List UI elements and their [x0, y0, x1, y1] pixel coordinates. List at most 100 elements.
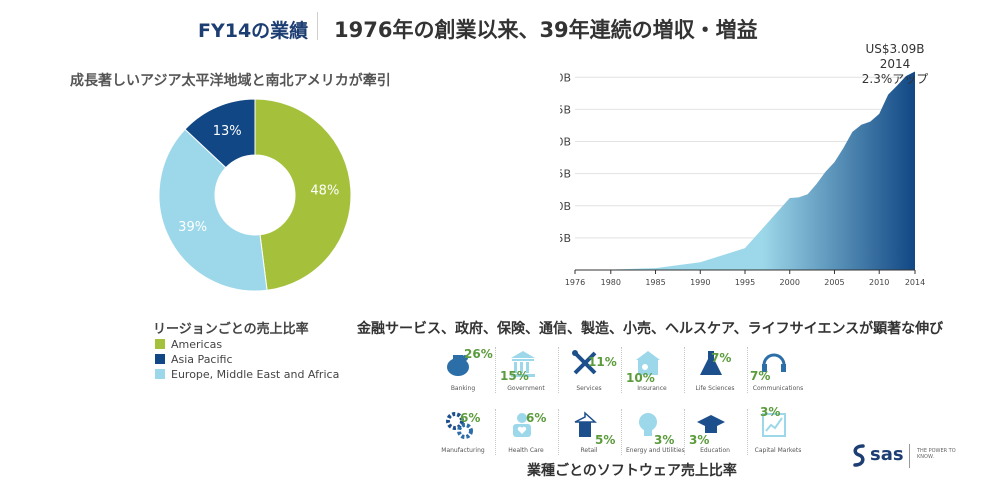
- industry-label: Retail: [580, 447, 598, 454]
- peak-year: 2014: [879, 57, 911, 71]
- gears-icon: [446, 412, 473, 439]
- x-tick-label: 2010: [869, 278, 889, 287]
- industry-pct: 5%: [595, 433, 616, 447]
- industry-pct: 26%: [464, 347, 493, 361]
- health-person-icon: [513, 413, 531, 437]
- legend-swatch: [155, 369, 165, 379]
- industry-tile-capital-markets: 3% Capital Markets: [752, 405, 830, 457]
- y-tick-label: $2.5B: [560, 103, 571, 116]
- industry-pct: 11%: [588, 355, 617, 369]
- fy-label: FY14の業績: [198, 20, 309, 42]
- industry-pct: 6%: [460, 411, 481, 425]
- legend-label: Europe, Middle East and Africa: [171, 368, 340, 381]
- industry-pct: 3%: [654, 433, 675, 447]
- legend-swatch: [155, 339, 165, 349]
- headset-icon: [762, 353, 786, 372]
- industry-label: Services: [576, 385, 602, 392]
- tile-divider: [495, 409, 497, 455]
- x-tick-label: 2014: [905, 278, 925, 287]
- pie-slice-label: 48%: [310, 184, 339, 199]
- tile-divider: [495, 347, 497, 393]
- logo-wordmark: sas: [870, 444, 904, 465]
- bank-piggy-icon: [447, 355, 469, 376]
- x-tick-label: 1980: [601, 278, 621, 287]
- pie-slice-label: 13%: [213, 124, 242, 139]
- industry-tile-banking: 26% Banking: [437, 345, 515, 395]
- insurance-house-icon: [636, 351, 660, 375]
- industry-tile-services: 11% Services: [563, 345, 641, 395]
- industry-pct: 15%: [500, 369, 529, 383]
- peak-annotation: US$3.09B 2014 2.3%アップ: [840, 42, 950, 87]
- legend-label: Americas: [171, 338, 223, 351]
- market-chart-icon: [762, 413, 786, 437]
- legend-item-asia-pacific: Asia Pacific: [155, 353, 233, 366]
- industry-tile-energy-and-utilities: 3% Energy and Utilities: [626, 407, 704, 457]
- industry-label: Life Sciences: [695, 385, 735, 392]
- peak-growth: 2.3%アップ: [861, 72, 929, 86]
- tile-divider: [684, 409, 686, 455]
- tile-divider: [558, 409, 560, 455]
- industry-footer: 業種ごとのソフトウェア売上比率: [527, 463, 737, 479]
- revenue-area-chart: $0.5B $1.0B $1.5B $2.0B $2.5B $3.0B 1976 1980 19…: [560, 71, 925, 287]
- y-tick-label: $1.0B: [560, 200, 571, 213]
- industry-label: Insurance: [637, 385, 667, 392]
- industry-tile-government: 15% Government: [500, 345, 578, 395]
- legend-title: リージョンごとの売上比率: [153, 322, 309, 337]
- page-title: 1976年の創業以来、39年連続の増収・増益: [334, 18, 758, 42]
- industry-label: Manufacturing: [441, 447, 485, 454]
- revenue-area: [575, 71, 915, 270]
- pie-slice-2: [184, 98, 256, 169]
- flask-icon: [700, 351, 722, 375]
- pie-slice-0: [254, 98, 352, 291]
- region-donut-chart: 48% 39% 13%: [158, 98, 352, 292]
- industry-tile-health-care: 6% Health Care: [500, 407, 578, 457]
- industry-pct: 7%: [750, 369, 771, 383]
- industry-pct: 3%: [760, 405, 781, 419]
- industry-label: Communications: [752, 385, 804, 392]
- tile-divider: [621, 347, 623, 393]
- pie-slice-label: 39%: [178, 220, 207, 235]
- y-tick-label: $2.0B: [560, 136, 571, 149]
- tile-divider: [621, 409, 623, 455]
- logo-tagline: THE POWER TO KNOW.: [917, 448, 956, 460]
- graduation-cap-icon: [697, 415, 725, 433]
- header-divider: [317, 12, 318, 40]
- industry-label: Energy and Utilities: [626, 447, 685, 454]
- tools-icon: [572, 350, 597, 375]
- x-tick-label: 1985: [645, 278, 665, 287]
- x-tick-label: 1976: [565, 278, 585, 287]
- industry-label: Government: [507, 385, 545, 392]
- industry-tile-manufacturing: 6% Manufacturing: [437, 407, 515, 457]
- x-tick-label: 2000: [780, 278, 800, 287]
- x-tick-label: 1995: [735, 278, 755, 287]
- legend-swatch: [155, 354, 165, 364]
- y-tick-label: $0.5B: [560, 232, 571, 245]
- industry-label: Education: [700, 447, 730, 454]
- x-tick-label: 1990: [690, 278, 710, 287]
- industry-label: Capital Markets: [754, 447, 802, 454]
- industry-tile-life-sciences: 7% Life Sciences: [689, 345, 767, 395]
- x-tick-label: 2005: [824, 278, 844, 287]
- y-tick-label: $3.0B: [560, 71, 571, 84]
- tile-divider: [684, 347, 686, 393]
- industry-pct: 10%: [626, 371, 655, 385]
- legend-item-emea: Europe, Middle East and Africa: [155, 368, 339, 381]
- tile-divider: [747, 347, 749, 393]
- logo-divider: [909, 444, 910, 468]
- industry-tile-insurance: 10% Insurance: [626, 345, 704, 395]
- industry-tile-education: 3% Education: [689, 407, 767, 457]
- y-tick-label: $1.5B: [560, 168, 571, 181]
- peak-value: US$3.09B: [865, 42, 925, 56]
- lightbulb-icon: [639, 413, 657, 436]
- industry-pct: 6%: [526, 411, 547, 425]
- industry-pct: 3%: [689, 433, 710, 447]
- tile-divider: [558, 347, 560, 393]
- legend-label: Asia Pacific: [171, 353, 233, 366]
- industry-label: Banking: [450, 385, 476, 392]
- industry-tile-communications: 7% Communications: [750, 345, 830, 395]
- industry-label: Health Care: [508, 447, 544, 454]
- shirt-hanger-icon: [574, 411, 597, 437]
- region-growth-heading: 成長著しいアジア太平洋地域と南北アメリカが牽引: [70, 73, 391, 89]
- industry-heading: 金融サービス、政府、保険、通信、製造、小売、ヘルスケア、ライフサイエンスが顕著な…: [357, 321, 944, 337]
- sas-logo-icon: [853, 444, 865, 467]
